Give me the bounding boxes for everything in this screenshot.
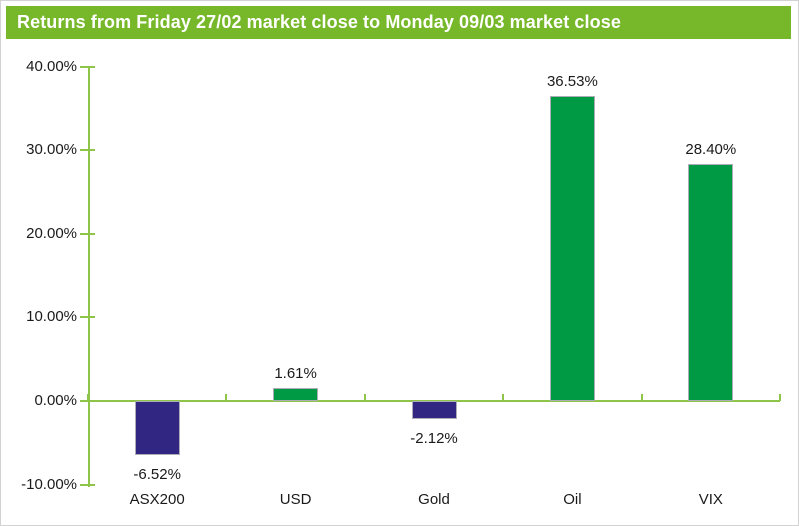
y-axis-tick	[80, 316, 95, 319]
category-label: ASX200	[129, 491, 185, 508]
y-axis-tick	[80, 65, 95, 68]
category-label: Oil	[563, 491, 582, 508]
category-boundary-tick	[502, 394, 505, 401]
y-axis-label: 10.00%	[26, 308, 77, 326]
category-label: Gold	[418, 491, 450, 508]
y-axis-label: 20.00%	[26, 224, 77, 242]
y-axis-tick	[80, 149, 95, 152]
y-axis-label: -10.00%	[21, 475, 77, 493]
y-axis-label: 30.00%	[26, 141, 77, 159]
y-axis-tick	[80, 400, 95, 402]
y-axis-label: 0.00%	[34, 392, 77, 409]
bar-usd	[273, 387, 319, 401]
category-boundary-tick	[363, 394, 366, 401]
bar-value-label: -6.52%	[133, 466, 181, 484]
bar-value-label: -2.12%	[410, 429, 458, 447]
category-boundary-tick	[640, 394, 643, 401]
category-label: VIX	[698, 491, 723, 508]
bar-oil	[549, 95, 595, 401]
bar-value-label: 1.61%	[274, 364, 317, 382]
bar-asx200	[134, 401, 180, 456]
category-boundary-tick	[225, 394, 228, 401]
y-axis-label: 40.00%	[26, 57, 77, 75]
bar-value-label: 28.40%	[685, 140, 737, 158]
bar-gold	[411, 401, 457, 419]
category-boundary-tick	[779, 394, 781, 401]
bar-value-label: 36.53%	[546, 72, 598, 90]
category-label: USD	[279, 491, 312, 508]
category-boundary-tick	[87, 394, 89, 401]
y-axis-tick	[80, 483, 95, 486]
bar-vix	[688, 163, 734, 401]
chart-title: Returns from Friday 27/02 market close t…	[6, 6, 791, 39]
y-axis-tick	[80, 232, 95, 235]
y-axis-line	[88, 66, 90, 487]
